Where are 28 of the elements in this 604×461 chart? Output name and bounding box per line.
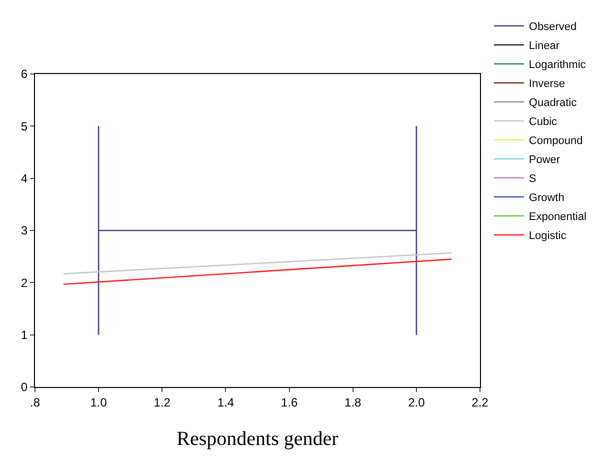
x-tick-label: 2.2 — [472, 395, 489, 410]
y-tick-label: 3 — [20, 224, 28, 238]
x-tick-label: 1.6 — [280, 395, 298, 410]
legend-label: S — [528, 173, 536, 186]
y-tick-label: 0 — [20, 380, 28, 394]
x-axis-title: Respondents gender — [176, 428, 339, 450]
legend-label: Growth — [528, 192, 564, 204]
legend-label: Inverse — [528, 78, 565, 90]
legend-label: Cubic — [528, 116, 558, 128]
y-tick-label: 2 — [20, 276, 28, 290]
legend-label: Compound — [528, 135, 583, 148]
legend-label: Observed — [528, 21, 577, 34]
y-tick-label: 6 — [20, 67, 28, 82]
legend-label: Linear — [528, 40, 560, 52]
x-tick-label: 1.0 — [90, 395, 108, 410]
x-tick-label: 1.8 — [344, 395, 362, 410]
x-tick-label: 2.0 — [408, 395, 426, 410]
y-tick-label: 1 — [20, 328, 28, 342]
legend-label: Logarithmic — [528, 59, 586, 72]
x-tick-label: 1.2 — [154, 395, 171, 410]
legend-label: Quadratic — [528, 97, 578, 110]
legend-label: Exponential — [528, 211, 586, 224]
x-tick-label: 1.4 — [217, 395, 234, 410]
legend-label: Logistic — [528, 230, 567, 242]
y-tick-label: 4 — [20, 172, 28, 186]
y-tick-label: 5 — [20, 119, 28, 134]
x-tick-label: .8 — [30, 395, 40, 410]
legend-label: Power — [528, 154, 560, 166]
